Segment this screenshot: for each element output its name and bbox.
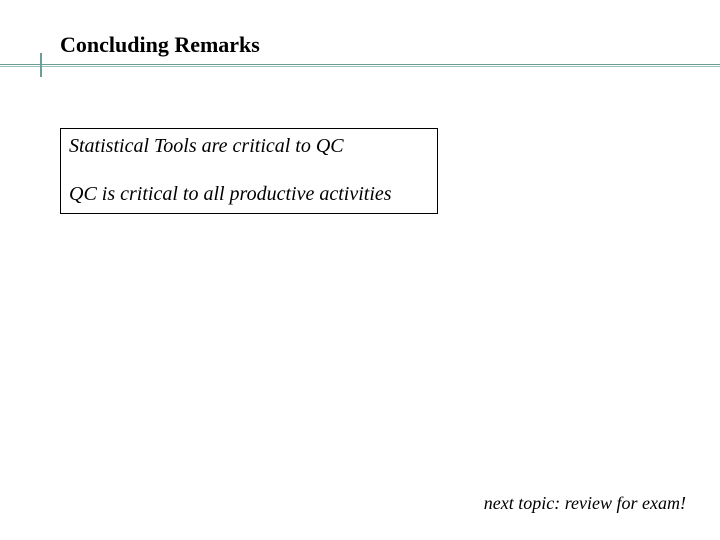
rule-line-bottom	[0, 66, 720, 67]
slide: Concluding Remarks Statistical Tools are…	[0, 0, 720, 540]
slide-title: Concluding Remarks	[60, 32, 260, 58]
footer-note: next topic: review for exam!	[484, 493, 686, 514]
content-box: Statistical Tools are critical to QC QC …	[60, 128, 438, 214]
content-line-1: Statistical Tools are critical to QC	[69, 135, 344, 158]
rule-line-top	[0, 64, 720, 65]
content-line-2: QC is critical to all productive activit…	[69, 183, 392, 206]
rule-crossbar	[40, 53, 42, 77]
